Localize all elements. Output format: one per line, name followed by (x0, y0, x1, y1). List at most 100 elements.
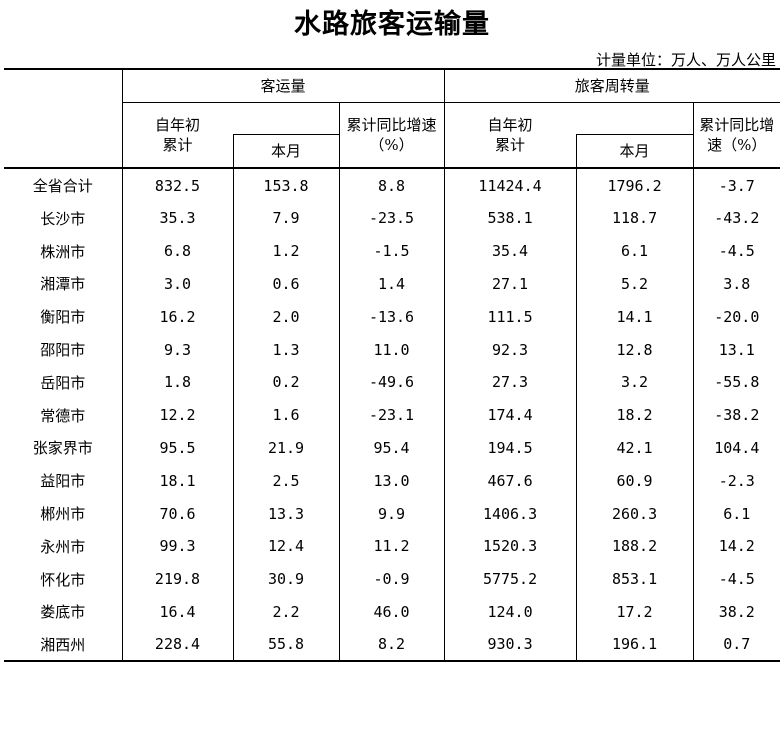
value-cell: -43.2 (692, 202, 781, 235)
value-cell: 12.4 (232, 529, 339, 563)
group-header-turnover: 旅客周转量 (443, 68, 781, 103)
table-row: 邵阳市 9.3 1.3 11.0 92.3 12.8 13.1 (4, 333, 781, 366)
value-cell: -0.9 (338, 562, 445, 596)
value-cell: 124.0 (443, 595, 577, 629)
header-text: 累计 (495, 135, 526, 154)
value-cell: 99.3 (121, 529, 233, 563)
region-name: 邵阳市 (40, 341, 86, 360)
value-cell: 1520.3 (443, 529, 577, 563)
header-text: 自年初 (154, 115, 200, 134)
value-cell: 188.2 (575, 529, 694, 563)
table-row: 岳阳市 1.8 0.2 -49.6 27.3 3.2 -55.8 (4, 365, 781, 399)
value-cell: 18.1 (121, 464, 233, 498)
region-name: 衡阳市 (40, 308, 86, 327)
value-cell: 5.2 (575, 267, 694, 301)
value-cell: 153.8 (232, 167, 339, 202)
region-name: 益阳市 (40, 472, 86, 491)
region-name: 怀化市 (40, 570, 86, 589)
value-cell: 6.8 (121, 234, 233, 268)
header-text: 累计 (162, 135, 193, 154)
value-cell: -4.5 (692, 562, 781, 596)
value-cell: 14.1 (575, 300, 694, 334)
value-cell: 55.8 (232, 628, 339, 663)
header-text: 速（%） (707, 135, 767, 154)
value-cell: 95.4 (338, 431, 445, 465)
value-cell: 16.4 (121, 595, 233, 629)
value-cell: 0.6 (232, 267, 339, 301)
header-growth-passenger: 累计同比增速 （%） (338, 102, 445, 168)
table-row: 怀化市 219.8 30.9 -0.9 5775.2 853.1 -4.5 (4, 562, 781, 596)
value-cell: 1.4 (338, 267, 445, 301)
header-text: 累计同比增 (699, 115, 775, 134)
table-row: 常德市 12.2 1.6 -23.1 174.4 18.2 -38.2 (4, 398, 781, 432)
value-cell: 0.2 (232, 365, 339, 399)
region-name: 湘西州 (4, 628, 122, 663)
value-cell: 219.8 (121, 562, 233, 596)
value-cell: 13.3 (232, 497, 339, 530)
corner-cell (4, 68, 122, 168)
value-cell: -13.6 (338, 300, 445, 334)
value-cell: 111.5 (443, 300, 577, 334)
value-cell: 46.0 (338, 595, 445, 629)
value-cell: 228.4 (121, 628, 233, 663)
value-cell: 8.8 (338, 167, 445, 202)
value-cell: 8.2 (338, 628, 445, 663)
value-cell: 6.1 (692, 497, 781, 530)
value-cell: 12.2 (121, 398, 233, 432)
value-cell: 27.3 (443, 365, 577, 399)
value-cell: 3.8 (692, 267, 781, 301)
table-row: 衡阳市 16.2 2.0 -13.6 111.5 14.1 -20.0 (4, 300, 781, 334)
value-cell: 1796.2 (575, 167, 694, 202)
table-row: 永州市 99.3 12.4 11.2 1520.3 188.2 14.2 (4, 529, 781, 563)
region-name: 常德市 (40, 406, 86, 425)
value-cell: 2.0 (232, 300, 339, 334)
value-cell: -49.6 (338, 365, 445, 399)
value-cell: 60.9 (575, 464, 694, 498)
value-cell: 92.3 (443, 333, 577, 366)
value-cell: -55.8 (692, 365, 781, 399)
table-row: 株洲市 6.8 1.2 -1.5 35.4 6.1 -4.5 (4, 234, 781, 268)
value-cell: 2.2 (232, 595, 339, 629)
header-month-passenger: 本月 (232, 134, 339, 168)
value-cell: 853.1 (575, 562, 694, 596)
value-cell: -2.3 (692, 464, 781, 498)
value-cell: 35.4 (443, 234, 577, 268)
value-cell: 174.4 (443, 398, 577, 432)
region-name: 娄底市 (40, 603, 86, 622)
value-cell: 5775.2 (443, 562, 577, 596)
value-cell: 2.5 (232, 464, 339, 498)
table-row: 郴州市 70.6 13.3 9.9 1406.3 260.3 6.1 (4, 497, 781, 530)
value-cell: 538.1 (443, 202, 577, 235)
group-header-passenger: 客运量 (121, 68, 445, 103)
region-name: 长沙市 (40, 209, 86, 228)
value-cell: 12.8 (575, 333, 694, 366)
value-cell: 17.2 (575, 595, 694, 629)
value-cell: -4.5 (692, 234, 781, 268)
region-name: 株洲市 (40, 242, 86, 261)
region-name: 张家界市 (32, 439, 93, 458)
table-row: 张家界市 95.5 21.9 95.4 194.5 42.1 104.4 (4, 431, 781, 465)
value-cell: 27.1 (443, 267, 577, 301)
table-body: 全省合计 832.5 153.8 8.8 11424.4 1796.2 -3.7 长沙市 35.… (4, 167, 781, 663)
value-cell: 1.6 (232, 398, 339, 432)
value-cell: 11.2 (338, 529, 445, 563)
value-cell: 196.1 (575, 628, 694, 663)
value-cell: 9.9 (338, 497, 445, 530)
region-name: 湘潭市 (40, 275, 86, 294)
region-name: 全省合计 (4, 167, 122, 202)
total-row: 全省合计 832.5 153.8 8.8 11424.4 1796.2 -3.7 (4, 167, 781, 202)
value-cell: 1.3 (232, 333, 339, 366)
value-cell: 104.4 (692, 431, 781, 465)
value-cell: 30.9 (232, 562, 339, 596)
value-cell: 1406.3 (443, 497, 577, 530)
value-cell: 38.2 (692, 595, 781, 629)
value-cell: 70.6 (121, 497, 233, 530)
page-title: 水路旅客运输量 (294, 9, 490, 40)
unit-note: 计量单位：万人、万人公里 (595, 51, 776, 69)
table-row: 长沙市 35.3 7.9 -23.5 538.1 118.7 -43.2 (4, 202, 781, 235)
value-cell: 3.0 (121, 267, 233, 301)
header-spacer (576, 102, 694, 135)
value-cell: 0.7 (692, 628, 781, 663)
value-cell: 1.8 (121, 365, 233, 399)
header-ytd-passenger: 自年初 累计 (121, 102, 233, 168)
